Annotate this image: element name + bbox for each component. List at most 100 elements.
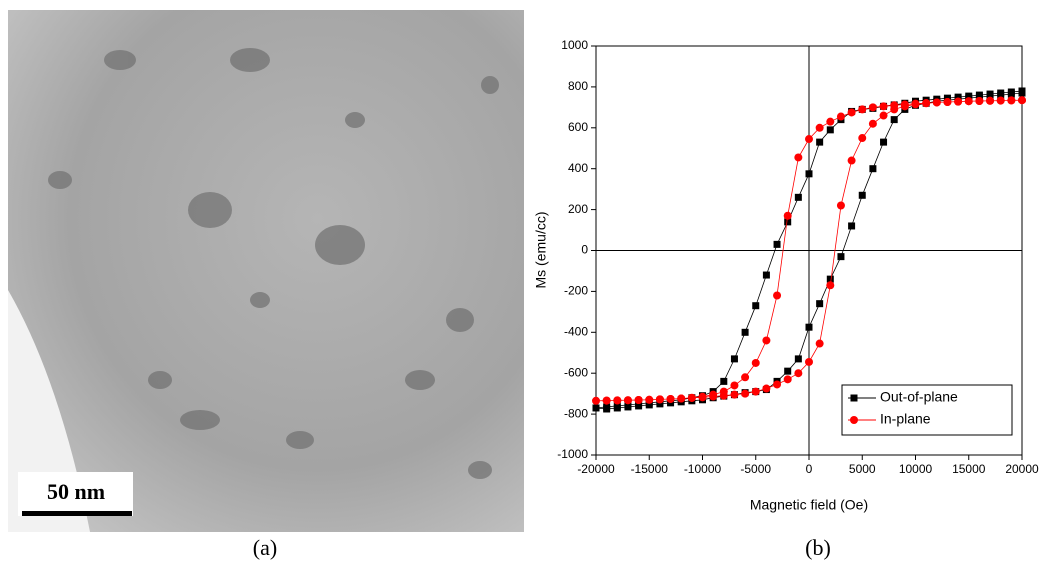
data-point [741, 328, 749, 336]
y-axis-label: Ms (emu/cc) [533, 212, 549, 289]
data-point [847, 156, 856, 165]
y-tick-label: -1000 [557, 447, 588, 461]
y-tick-label: 0 [581, 243, 588, 257]
data-point [900, 102, 909, 111]
y-tick-label: -200 [564, 284, 588, 298]
x-tick-label: -10000 [684, 462, 722, 476]
data-point [858, 134, 867, 143]
data-point [603, 405, 611, 413]
data-point [836, 112, 845, 121]
data-point [879, 111, 888, 120]
data-point [592, 404, 600, 412]
data-point [656, 400, 664, 408]
data-point [613, 396, 622, 405]
data-point [1007, 90, 1015, 98]
data-point [730, 355, 738, 363]
data-point [890, 116, 898, 124]
data-point [784, 218, 792, 226]
y-tick-label: -600 [564, 365, 588, 379]
panel-label: (a) [253, 535, 277, 560]
data-point [997, 91, 1005, 99]
data-point [1018, 89, 1026, 97]
legend-label: Out-of-plane [880, 389, 958, 405]
data-point [858, 191, 866, 199]
data-point [687, 393, 696, 402]
data-point [730, 390, 739, 399]
y-tick-label: 400 [568, 161, 588, 175]
x-tick-label: 5000 [849, 462, 876, 476]
data-point [868, 119, 877, 128]
data-point [880, 138, 888, 146]
x-tick-label: -15000 [631, 462, 669, 476]
data-point [794, 153, 803, 162]
data-point [635, 402, 643, 410]
data-point [850, 416, 858, 424]
data-point [709, 392, 718, 401]
data-point [719, 391, 728, 400]
data-point [932, 98, 941, 107]
data-point [826, 126, 834, 134]
data-point [879, 102, 888, 111]
y-tick-label: -400 [564, 324, 588, 338]
legend-box [841, 384, 1013, 436]
data-point [592, 396, 600, 405]
data-point [773, 291, 782, 300]
data-point [645, 401, 653, 409]
x-tick-label: 0 [806, 462, 813, 476]
y-tick-label: 800 [568, 79, 588, 93]
x-axis-label: Magnetic field (Oe) [750, 497, 868, 513]
data-point [634, 395, 643, 404]
data-point [816, 300, 824, 308]
y-tick-label: 200 [568, 202, 588, 216]
data-point [783, 375, 792, 384]
y-tick-label: 600 [568, 120, 588, 134]
data-point [848, 222, 856, 230]
scale-bar-label: 50 nm [47, 479, 105, 504]
data-point [815, 123, 824, 132]
data-point [1007, 96, 1016, 105]
data-point [602, 396, 611, 405]
data-point [858, 105, 867, 114]
data-point [964, 97, 973, 106]
data-point [836, 201, 845, 210]
data-point [805, 170, 813, 178]
data-point [624, 403, 632, 411]
data-point [847, 108, 856, 117]
data-point [943, 98, 952, 107]
data-point [986, 92, 994, 100]
data-point [655, 395, 664, 404]
data-point [698, 393, 707, 402]
data-point [850, 394, 858, 402]
data-point [730, 381, 739, 390]
data-point [741, 389, 750, 398]
data-point [773, 380, 782, 389]
data-point [911, 100, 920, 109]
data-point [826, 275, 834, 283]
data-point [773, 240, 781, 248]
data-point [816, 138, 824, 146]
data-point [826, 117, 835, 126]
data-point [762, 384, 771, 393]
data-point [869, 165, 877, 173]
data-point [922, 99, 931, 108]
data-point [751, 358, 760, 367]
data-point [666, 394, 675, 403]
legend-label: In-plane [880, 411, 931, 427]
data-point [762, 336, 771, 345]
x-tick-label: -20000 [577, 462, 615, 476]
data-point [805, 323, 813, 331]
data-point [645, 395, 654, 404]
tem-image [8, 10, 524, 532]
data-point [751, 387, 760, 396]
data-point [837, 253, 845, 261]
data-point [783, 211, 792, 220]
data-point [975, 97, 984, 106]
x-tick-label: 20000 [1005, 462, 1039, 476]
y-tick-label: 1000 [561, 38, 588, 52]
data-point [1018, 96, 1026, 105]
data-point [794, 193, 802, 201]
y-tick-label: -800 [564, 406, 588, 420]
data-point [794, 355, 802, 363]
data-point [794, 369, 803, 378]
